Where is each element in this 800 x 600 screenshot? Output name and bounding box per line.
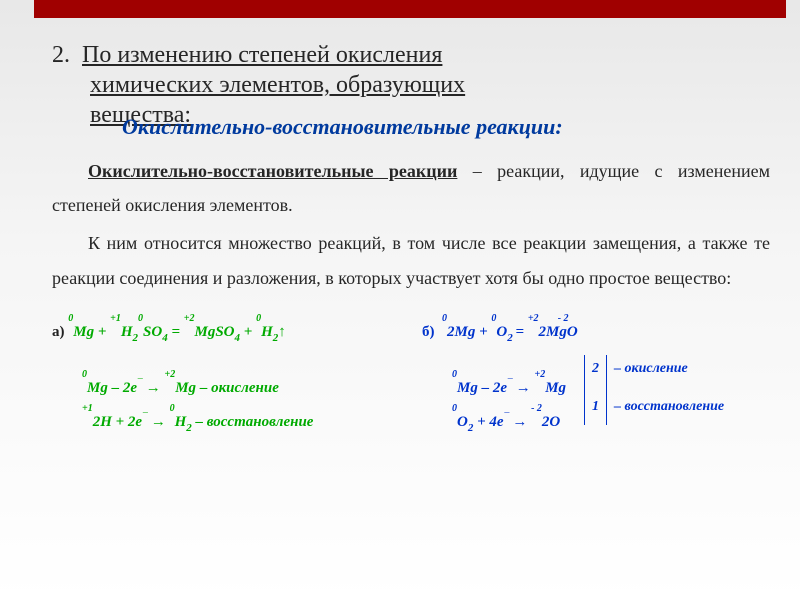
term-ox: – окисление bbox=[614, 361, 688, 377]
paragraph-2: К ним относится множество реакций, в том… bbox=[52, 226, 770, 294]
paragraph-1: Окислительно-восстановительные реакции –… bbox=[52, 154, 770, 222]
subtitle: Окислительно-восстановительные реакции: bbox=[52, 114, 770, 140]
slide-content: 2.По изменению степеней окисления химиче… bbox=[0, 0, 800, 475]
divider-line-1 bbox=[584, 355, 585, 425]
divider-line-2 bbox=[606, 355, 607, 425]
accent-bar-top bbox=[34, 0, 786, 18]
reaction-a: а) 0Mg + +1H20SO4 = +2MgSO4 + 0H2↑ 0Mg –… bbox=[52, 305, 411, 417]
title-line-1: По изменению степеней окисления bbox=[82, 42, 442, 68]
coef-2: 1 bbox=[592, 399, 599, 415]
definition-term: Окислительно-восстановительные реакции bbox=[88, 161, 457, 181]
section-number: 2. bbox=[52, 40, 82, 70]
term-red: – восстановление bbox=[614, 399, 724, 415]
title-line-2: химических элементов, образующих bbox=[90, 72, 465, 98]
coef-1: 2 bbox=[592, 361, 599, 377]
reactions-block: а) 0Mg + +1H20SO4 = +2MgSO4 + 0H2↑ 0Mg –… bbox=[52, 305, 770, 475]
reaction-b: б) 02Mg + 0O2 = +22MgO- 2 0Mg – 2e¯ → +2… bbox=[422, 305, 781, 417]
